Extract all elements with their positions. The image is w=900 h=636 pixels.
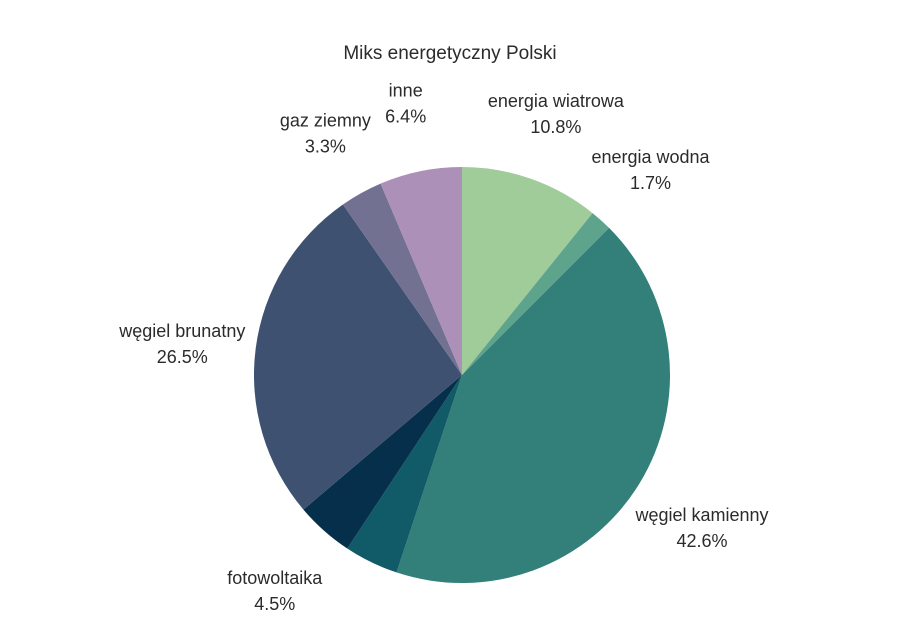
pie-slice — [380, 167, 462, 375]
chart-title: Miks energetyczny Polski — [343, 43, 556, 64]
pie-slices — [253, 167, 671, 584]
slice-value-label: 4.5% — [254, 594, 295, 614]
slice-label: energia wiatrowa — [488, 91, 625, 111]
slice-value-label: 6.4% — [385, 107, 426, 127]
slice-value-label: 1.7% — [630, 173, 671, 193]
pie-slice — [396, 227, 671, 584]
slice-label: węgiel brunatny — [118, 321, 245, 341]
slice-value-label: 26.5% — [157, 347, 208, 367]
slice-label: węgiel kamienny — [634, 505, 768, 525]
slice-label: fotowoltaika — [227, 568, 323, 588]
slice-label: inne — [389, 81, 423, 101]
pie-slice — [347, 375, 462, 573]
slice-label: energia wodna — [591, 147, 710, 167]
pie-slice — [303, 375, 462, 549]
pie-slice — [462, 213, 610, 375]
pie-slice — [253, 204, 462, 510]
slice-value-label: 3.3% — [305, 136, 346, 156]
pie-slice — [342, 183, 462, 375]
pie-labels: energia wiatrowa 10.8% energia wodna 1.7% wę… — [118, 81, 768, 614]
slice-value-label: 10.8% — [530, 117, 581, 137]
slice-label: gaz ziemny — [280, 110, 371, 130]
pie-slice — [462, 167, 593, 375]
slice-value-label: 42.6% — [676, 531, 727, 551]
